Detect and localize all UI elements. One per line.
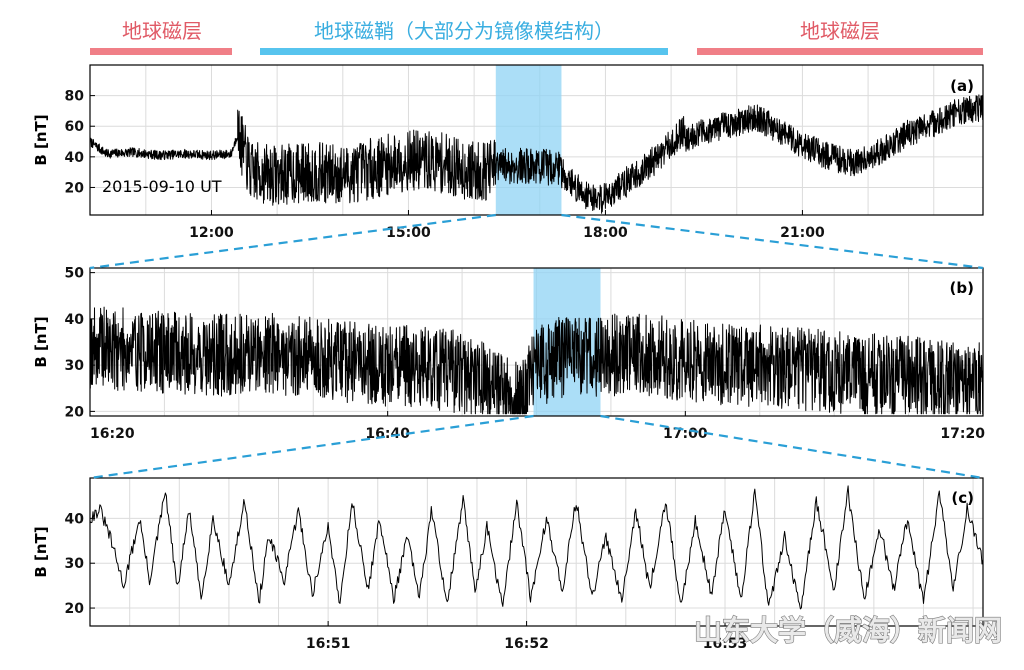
panel-c-background bbox=[90, 478, 983, 626]
watermark-text: 山东大学（威海）新闻网 bbox=[694, 614, 1002, 647]
y-tick-label: 40 bbox=[65, 511, 85, 527]
x-tick-label: 17:00 bbox=[663, 426, 708, 442]
zoom-connector-lines bbox=[89, 213, 984, 480]
x-tick-label: 12:00 bbox=[189, 225, 234, 241]
panel-a-frame bbox=[89, 64, 984, 216]
x-tick-label: 16:52 bbox=[504, 636, 549, 652]
panel-c-ylabel: B [nT] bbox=[32, 526, 50, 577]
panel-b-trace bbox=[89, 306, 984, 415]
magnetosheath-bar bbox=[260, 48, 668, 55]
panel-c-trace bbox=[89, 485, 984, 610]
magnetosphere-bar-right bbox=[697, 48, 983, 55]
y-tick-label: 30 bbox=[65, 358, 85, 374]
x-tick-label: 21:00 bbox=[780, 225, 825, 241]
zoom-connector-line bbox=[89, 213, 496, 270]
y-tick-label: 40 bbox=[65, 312, 85, 328]
x-tick-label: 16:51 bbox=[306, 636, 351, 652]
magnetosphere-bar-left bbox=[90, 48, 232, 55]
y-tick-label: 60 bbox=[65, 119, 85, 135]
panel-a-highlight bbox=[495, 65, 562, 215]
panel-b-frame bbox=[89, 267, 984, 417]
panel-b-y-ticks: 20 30 40 50 bbox=[65, 266, 95, 420]
y-tick-label: 30 bbox=[65, 556, 85, 572]
panel-c-x-ticks: 16:51 16:52 16:53 bbox=[306, 621, 747, 652]
y-tick-label: 20 bbox=[65, 180, 85, 196]
x-tick-label: 17:20 bbox=[940, 426, 985, 442]
panel-a-ylabel: B [nT] bbox=[32, 114, 50, 165]
panel-c-grid bbox=[90, 478, 983, 626]
zoom-connector-line bbox=[561, 213, 984, 270]
panel-b-ylabel: B [nT] bbox=[32, 316, 50, 367]
x-tick-label: 18:00 bbox=[583, 225, 628, 241]
panel-c: 20 30 40 16:51 16:52 16:53 B [nT] (c) bbox=[32, 477, 984, 652]
x-tick-label: 16:20 bbox=[90, 426, 135, 442]
y-tick-label: 80 bbox=[65, 89, 85, 105]
panel-a-tag: (a) bbox=[950, 77, 974, 95]
x-tick-label: 16:53 bbox=[703, 636, 748, 652]
panel-a-x-ticks: 12:00 15:00 18:00 21:00 bbox=[189, 210, 825, 241]
panel-a: 20 40 60 80 12:00 15:00 18:00 21:00 B [nT] (a)… bbox=[32, 64, 984, 241]
y-tick-label: 40 bbox=[65, 150, 85, 166]
x-tick-label: 15:00 bbox=[386, 225, 431, 241]
y-tick-label: 50 bbox=[65, 266, 85, 282]
panel-c-tag: (c) bbox=[951, 489, 974, 507]
region-bars: 地球磁层 地球磁鞘（大部分为镜像模结构） 地球磁层 bbox=[90, 19, 983, 55]
y-tick-label: 20 bbox=[65, 601, 85, 617]
y-tick-label: 20 bbox=[65, 404, 85, 420]
panel-c-y-ticks: 20 30 40 bbox=[65, 511, 95, 617]
panel-a-y-ticks: 20 40 60 80 bbox=[65, 89, 95, 196]
x-tick-label: 16:40 bbox=[365, 426, 410, 442]
panel-b: 20 30 40 50 16:20 16:40 17:00 17:20 B [nT] (b) bbox=[32, 266, 985, 442]
panel-b-tag: (b) bbox=[950, 279, 974, 297]
panel-c-frame bbox=[89, 477, 984, 627]
zoom-connector-line bbox=[89, 414, 534, 480]
region-label-middle: 地球磁鞘（大部分为镜像模结构） bbox=[314, 19, 614, 43]
panel-a-trace bbox=[89, 94, 984, 214]
region-label-right: 地球磁层 bbox=[800, 19, 880, 43]
zoom-connector-line bbox=[600, 414, 984, 480]
panel-a-date-label: 2015-09-10 UT bbox=[102, 177, 222, 196]
region-label-left: 地球磁层 bbox=[122, 19, 202, 43]
